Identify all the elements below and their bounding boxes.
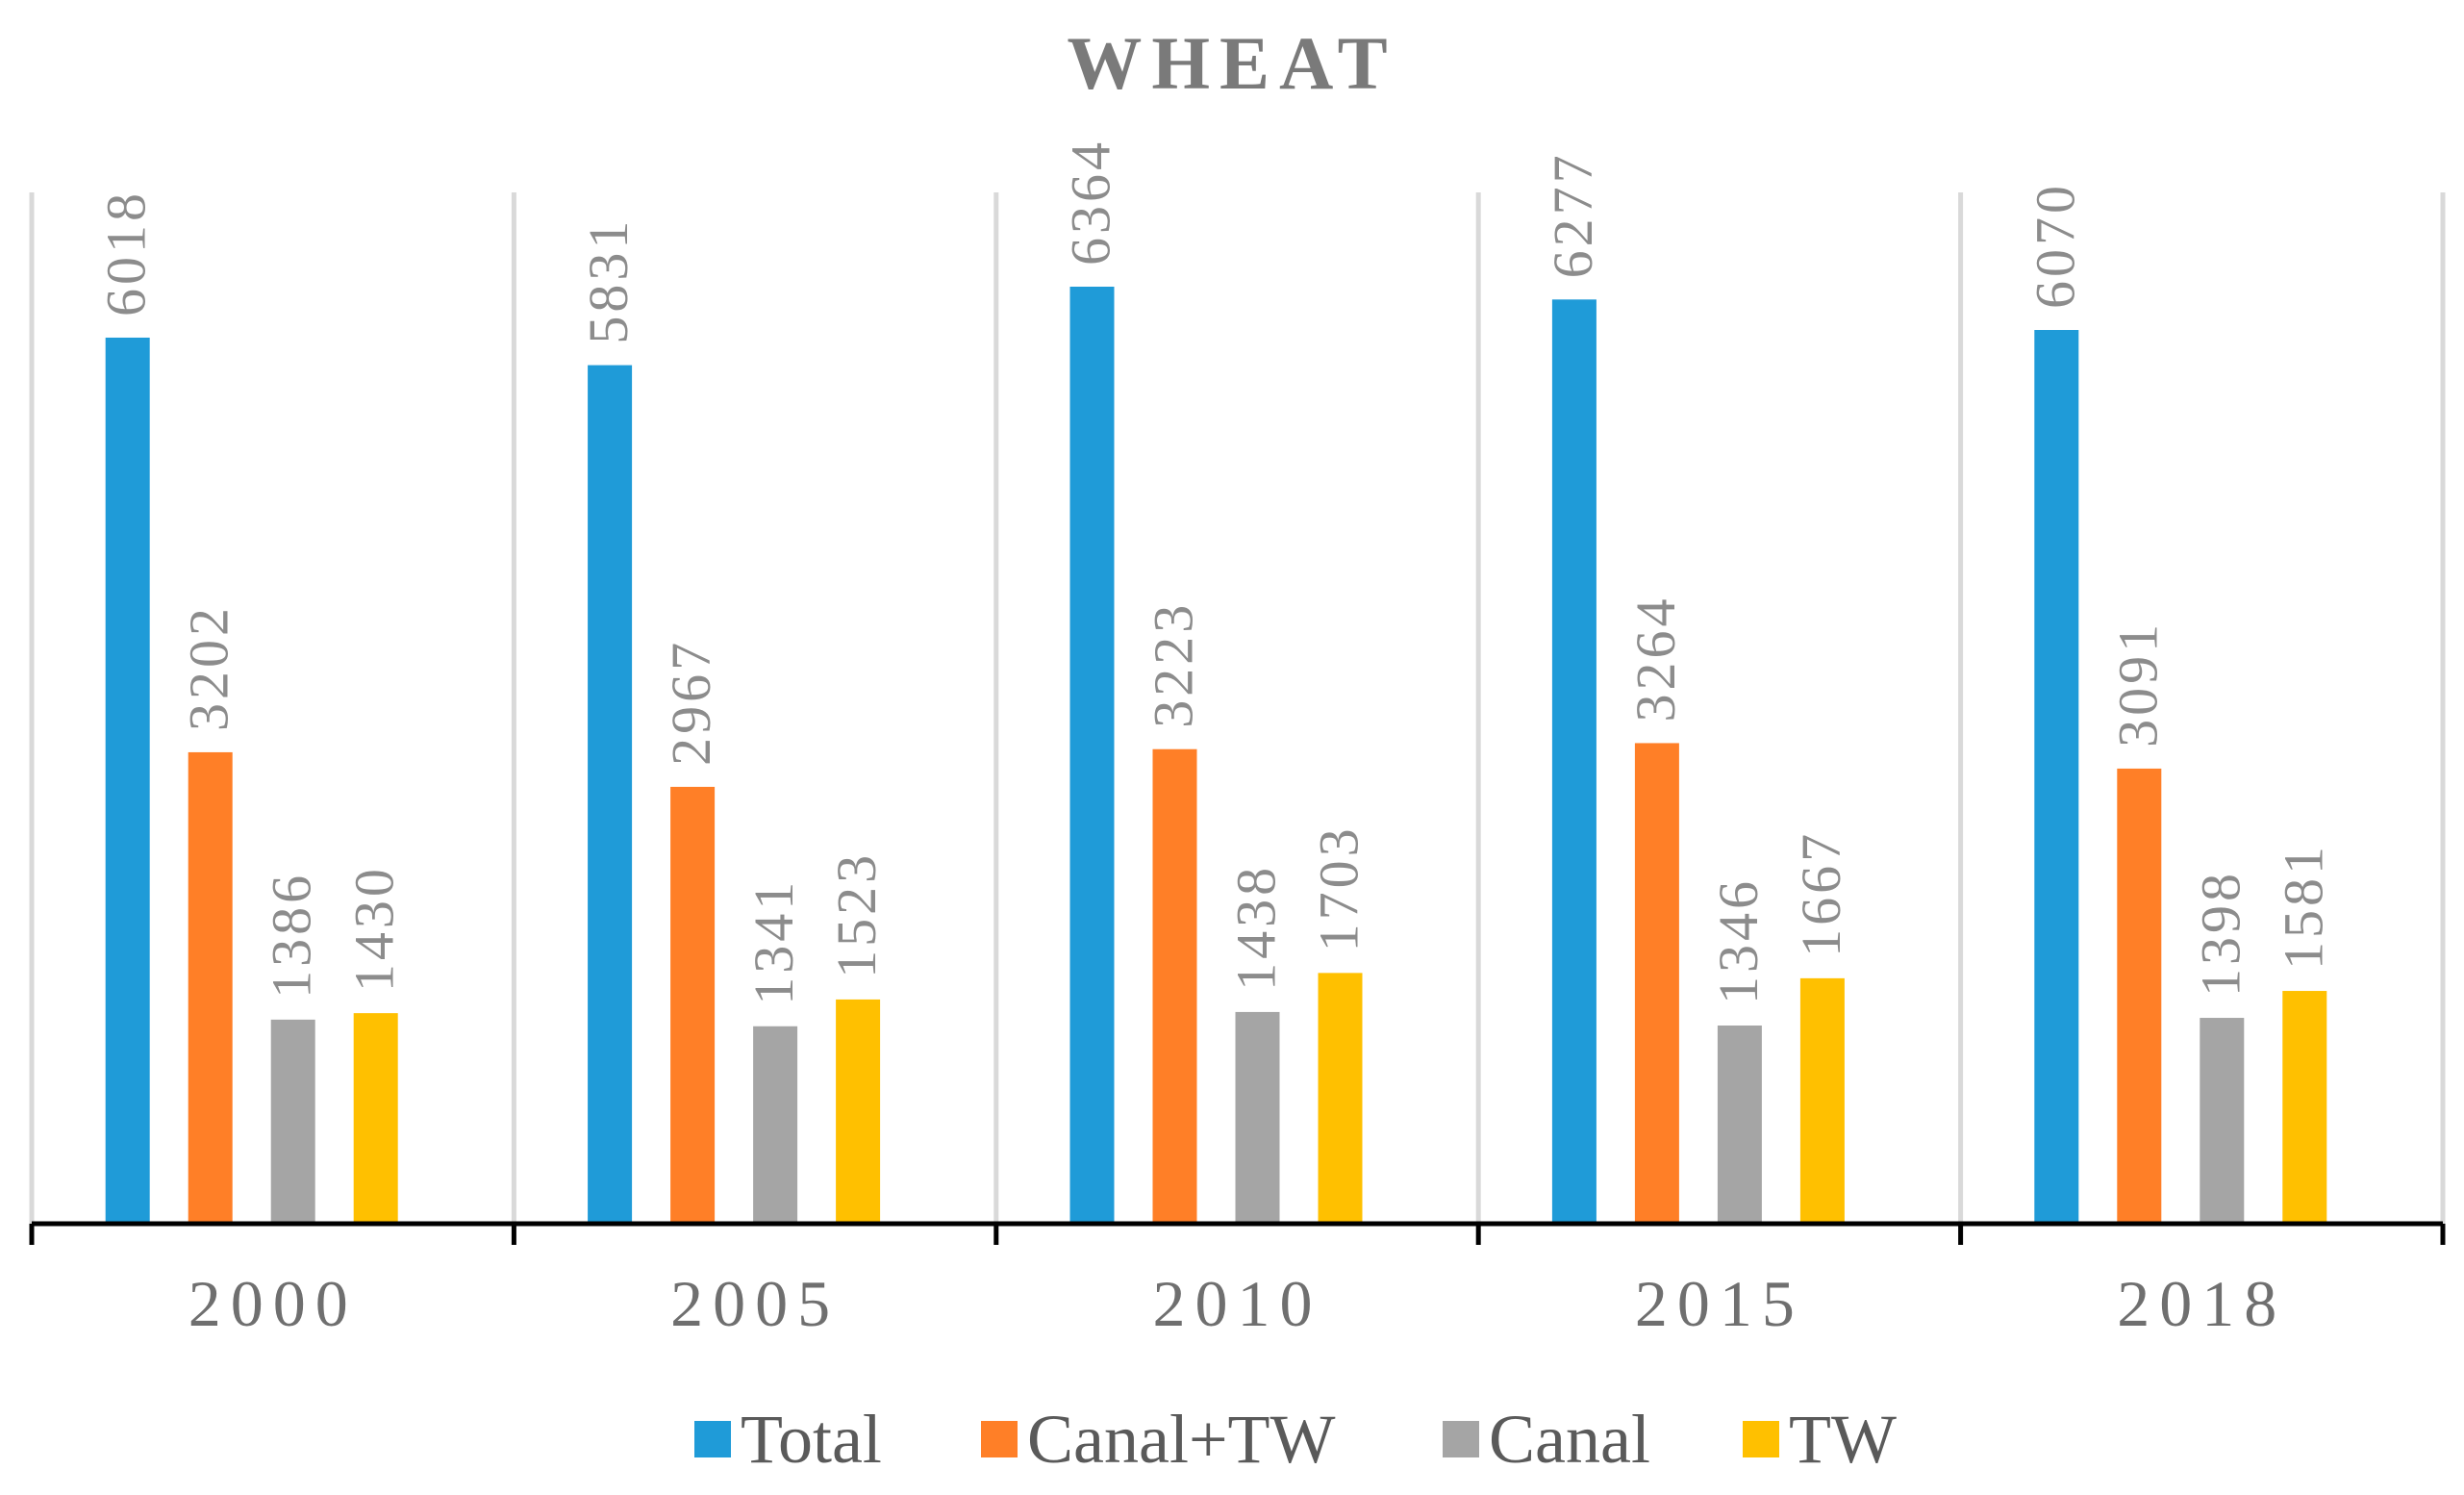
data-label: 1667: [1790, 830, 1852, 957]
bar-canal-2018: [2200, 1018, 2245, 1224]
data-label: 5831: [577, 217, 640, 344]
data-label: 6018: [95, 190, 158, 317]
data-label: 3202: [178, 604, 240, 731]
legend-label: Canal+TW: [1027, 1401, 1336, 1478]
bar-total-2010: [1069, 287, 1115, 1224]
data-label: 6277: [1542, 151, 1604, 278]
data-label: 1430: [343, 865, 406, 992]
x-tick-label: 2010: [1153, 1267, 1322, 1340]
bar-total-2005: [588, 365, 633, 1224]
legend-label: Total: [741, 1401, 882, 1478]
data-label: 6070: [2024, 182, 2086, 309]
legend-swatch-tw: [1743, 1421, 1779, 1457]
bar-canal-2015: [1717, 1025, 1762, 1224]
x-axis: 2000 2005 2010 2015 2018: [29, 1221, 2446, 1340]
data-label: 1386: [261, 872, 323, 999]
data-label: 3223: [1143, 601, 1205, 728]
data-labels: 6018 3202 1386 1430 5831 2967 1341 1523 6364 3223…: [95, 139, 2335, 1005]
bar-canal-tw-2005: [670, 786, 716, 1224]
data-label: 1398: [2189, 870, 2251, 997]
bar-total-2018: [2034, 329, 2079, 1224]
bar-tw-2015: [1799, 977, 1845, 1224]
bar-tw-2005: [836, 999, 881, 1224]
legend-swatch-total: [694, 1421, 731, 1457]
bar-canal-2000: [270, 1019, 315, 1224]
bar-tw-2000: [353, 1013, 398, 1224]
bar-canal-tw-2018: [2117, 768, 2162, 1224]
x-tick-label: 2000: [189, 1267, 358, 1340]
x-tick-label: 2005: [670, 1267, 840, 1340]
bar-total-2000: [105, 337, 150, 1225]
x-tick-label: 2018: [2117, 1267, 2286, 1340]
data-label: 1703: [1308, 824, 1370, 951]
data-label: 6364: [1060, 139, 1122, 266]
legend-swatch-canal-tw: [981, 1421, 1018, 1457]
x-tick-label: 2015: [1635, 1267, 1804, 1340]
legend: Total Canal+TW Canal TW: [694, 1401, 1897, 1478]
data-label: 1581: [2272, 843, 2334, 970]
data-label: 3091: [2106, 621, 2169, 748]
chart-title: WHEAT: [1067, 21, 1396, 105]
bar-canal-tw-2010: [1152, 748, 1197, 1224]
data-label: 1523: [825, 851, 888, 978]
gridlines: [29, 192, 2446, 1224]
legend-swatch-canal: [1443, 1421, 1479, 1457]
bar-tw-2010: [1318, 973, 1363, 1224]
bar-canal-tw-2000: [188, 751, 233, 1224]
data-label: 1438: [1225, 864, 1288, 991]
bar-canal-tw-2015: [1634, 743, 1679, 1224]
bars: [105, 287, 2327, 1225]
data-label: 1341: [742, 878, 805, 1005]
bar-tw-2018: [2282, 991, 2327, 1224]
data-label: 3264: [1624, 595, 1687, 722]
data-label: 2967: [660, 639, 722, 766]
legend-label: Canal: [1489, 1401, 1650, 1478]
bar-total-2015: [1551, 299, 1597, 1225]
legend-label: TW: [1789, 1401, 1897, 1478]
bar-canal-2005: [753, 1026, 798, 1224]
bar-canal-2010: [1235, 1011, 1280, 1224]
data-label: 1346: [1707, 877, 1770, 1004]
